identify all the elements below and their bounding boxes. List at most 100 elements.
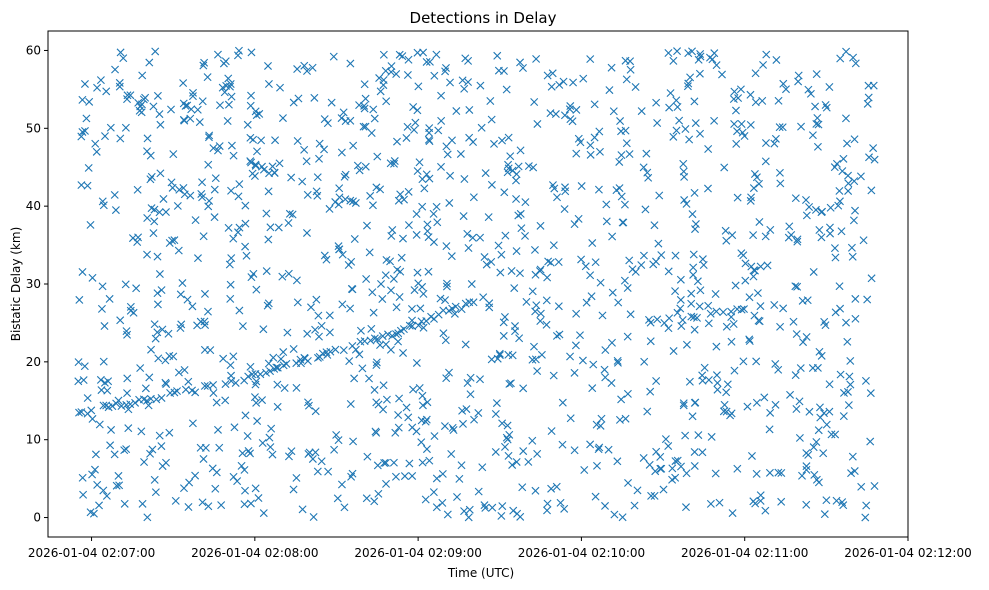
scatter-point	[474, 408, 483, 417]
scatter-point	[88, 470, 97, 479]
scatter-point	[543, 71, 552, 80]
scatter-point	[390, 157, 399, 166]
scatter-point	[288, 210, 297, 219]
scatter-point	[690, 447, 699, 456]
scatter-point	[482, 260, 491, 269]
scatter-point	[565, 105, 574, 114]
scatter-point	[749, 184, 758, 193]
scatter-point	[692, 313, 701, 322]
scatter-point	[543, 273, 552, 282]
scatter-point	[517, 224, 526, 233]
scatter-point	[533, 367, 542, 376]
scatter-point	[770, 139, 779, 148]
scatter-point	[730, 120, 739, 129]
scatter-point	[737, 305, 746, 314]
scatter-point	[161, 208, 170, 217]
scatter-point	[183, 295, 192, 304]
scatter-point	[404, 221, 413, 230]
scatter-point	[835, 282, 844, 291]
scatter-point	[639, 251, 648, 260]
scatter-point	[802, 465, 811, 474]
scatter-point	[193, 321, 202, 330]
scatter-point	[362, 494, 371, 503]
scatter-point	[362, 221, 371, 230]
scatter-point	[227, 254, 236, 263]
scatter-point	[204, 202, 213, 211]
scatter-point	[408, 471, 417, 480]
scatter-point	[804, 450, 813, 459]
scatter-point	[153, 289, 162, 298]
scatter-point	[446, 171, 455, 180]
scatter-point	[737, 120, 746, 129]
scatter-point	[311, 325, 320, 334]
scatter-point	[418, 202, 427, 211]
scatter-point	[247, 91, 256, 100]
scatter-point	[485, 303, 494, 312]
scatter-point	[226, 82, 234, 91]
scatter-point	[116, 134, 125, 143]
scatter-point	[155, 110, 164, 119]
scatter-point	[512, 195, 521, 204]
scatter-point	[293, 65, 302, 74]
scatter-point	[314, 311, 323, 320]
scatter-point	[624, 478, 633, 487]
scatter-point	[425, 137, 434, 146]
scatter-point	[432, 50, 441, 59]
scatter-point	[774, 468, 783, 477]
scatter-point	[395, 50, 404, 59]
scatter-point	[140, 457, 149, 466]
scatter-point	[251, 380, 260, 389]
scatter-point	[570, 220, 579, 229]
scatter-point	[414, 82, 423, 91]
scatter-point	[157, 442, 166, 451]
scatter-point	[614, 298, 623, 307]
scatter-point	[216, 101, 224, 110]
scatter-point	[596, 278, 605, 287]
scatter-point	[155, 431, 164, 440]
scatter-point	[487, 180, 496, 189]
scatter-point	[778, 123, 787, 132]
scatter-point	[836, 370, 845, 379]
scatter-point	[238, 322, 247, 331]
scatter-point	[402, 133, 411, 142]
scatter-point	[75, 408, 84, 417]
scatter-point	[623, 332, 632, 341]
scatter-point	[381, 66, 390, 75]
scatter-point	[458, 76, 467, 85]
scatter-point	[687, 289, 696, 298]
scatter-point	[456, 149, 465, 158]
scatter-point	[217, 501, 226, 510]
scatter-point	[722, 388, 731, 397]
scatter-point	[209, 144, 218, 153]
scatter-point	[793, 235, 802, 244]
scatter-point	[813, 363, 822, 372]
scatter-point	[679, 401, 688, 410]
scatter-point	[400, 195, 409, 204]
scatter-point	[300, 353, 309, 362]
scatter-point	[99, 201, 108, 210]
scatter-point	[514, 162, 523, 171]
scatter-point	[746, 120, 755, 129]
scatter-point	[331, 345, 340, 354]
scatter-point	[695, 302, 704, 311]
scatter-point	[144, 401, 153, 410]
scatter-point	[273, 402, 282, 411]
scatter-point	[746, 90, 755, 99]
scatter-point	[501, 442, 509, 451]
scatter-point	[86, 220, 95, 229]
scatter-point	[200, 381, 209, 390]
scatter-point	[191, 216, 200, 225]
scatter-point	[440, 422, 449, 431]
scatter-point	[312, 187, 321, 196]
scatter-point	[689, 250, 698, 259]
scatter-point	[647, 491, 656, 500]
scatter-point	[191, 471, 200, 480]
scatter-point	[425, 174, 434, 183]
scatter-point	[731, 281, 740, 290]
scatter-point	[124, 405, 133, 414]
scatter-point	[403, 122, 412, 131]
scatter-point	[226, 280, 235, 289]
scatter-point	[167, 178, 176, 187]
scatter-point	[437, 91, 446, 100]
scatter-point	[848, 452, 857, 461]
